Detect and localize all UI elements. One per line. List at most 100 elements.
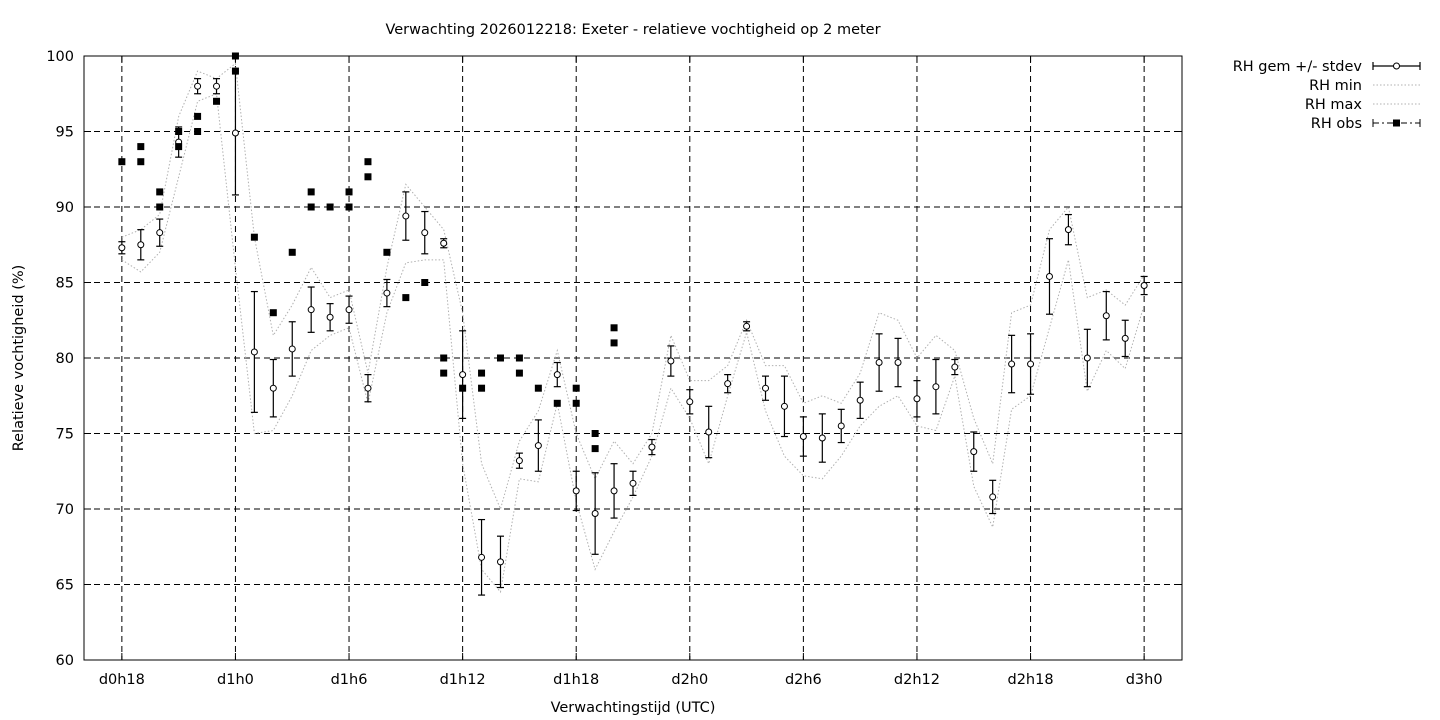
rh-mean-point (667, 345, 675, 377)
obs-marker (610, 324, 618, 332)
rh-mean-point (894, 337, 902, 388)
mean-marker (156, 229, 164, 237)
mean-marker (269, 384, 277, 392)
obs-marker (213, 97, 221, 105)
rh-mean-point (591, 472, 599, 555)
mean-marker (421, 229, 429, 237)
obs-marker (307, 188, 315, 196)
rh-mean-point (610, 463, 618, 519)
obs-marker (194, 112, 202, 120)
y-tick-label: 100 (46, 49, 74, 65)
mean-marker (1102, 312, 1110, 320)
rh-mean-point (1045, 238, 1053, 315)
rh-mean-point (137, 229, 145, 261)
x-tick-label: d2h18 (1008, 672, 1054, 688)
obs-marker (402, 294, 410, 302)
mean-marker (591, 510, 599, 518)
obs-marker (364, 158, 372, 166)
mean-marker (250, 348, 258, 356)
y-tick-label: 65 (56, 578, 74, 594)
x-tick-label: d1h12 (440, 672, 486, 688)
obs-marker (421, 279, 429, 286)
rh-mean-point (478, 518, 486, 596)
mean-marker (951, 363, 959, 371)
chart-title: Verwachting 2026012218: Exeter - relatie… (385, 22, 880, 38)
rh-mean-point (269, 358, 277, 418)
obs-marker (137, 158, 145, 166)
rh-mean-point (553, 361, 561, 388)
obs-marker (288, 248, 296, 256)
obs-marker (118, 158, 126, 166)
rh-mean-point (250, 290, 258, 413)
grid-lines (84, 56, 1182, 660)
rh-mean-point (572, 470, 580, 512)
rh-mean-point (1064, 213, 1072, 246)
obs-marker (496, 354, 504, 362)
y-tick-label: 75 (56, 427, 74, 443)
rh-mean-errorbars (118, 70, 1148, 596)
obs-marker (269, 309, 277, 317)
mean-marker (118, 244, 126, 252)
rh-mean-point (743, 321, 751, 332)
mean-marker (1045, 272, 1053, 280)
rh-mean-point (459, 330, 467, 419)
mean-marker (440, 239, 448, 247)
rh-mean-point (326, 303, 334, 332)
mean-marker (1008, 360, 1016, 368)
mean-marker (667, 357, 675, 365)
obs-marker (345, 188, 353, 196)
obs-marker (591, 430, 599, 437)
rh-mean-point (837, 408, 845, 444)
obs-marker (478, 384, 486, 392)
mean-marker (383, 289, 391, 297)
obs-marker (364, 173, 372, 181)
axis-ticks: d0h18 d1h0 d1h6 d1h12 d1h18 d2h0 d2h6 d2h12 d2h1… (46, 49, 1182, 688)
mean-marker (743, 322, 751, 330)
y-tick-label: 60 (56, 653, 74, 669)
x-tick-label: d2h0 (671, 672, 708, 688)
obs-marker (440, 354, 448, 362)
rh-mean-point (913, 380, 921, 418)
rh-min-line (121, 93, 1145, 594)
mean-marker (1083, 354, 1091, 362)
mean-marker (478, 553, 486, 561)
rh-mean-point (402, 191, 410, 241)
mean-marker (307, 306, 315, 314)
obs-marker (345, 203, 353, 211)
obs-marker (534, 384, 542, 392)
rh-mean-point (440, 238, 448, 249)
mean-marker (1064, 226, 1072, 234)
rh-observations (118, 52, 618, 453)
rh-mean-point (970, 431, 978, 472)
mean-marker (515, 457, 523, 465)
rh-max-line (121, 62, 1145, 511)
mean-marker (762, 384, 770, 392)
mean-marker (1140, 282, 1148, 290)
obs-marker (383, 248, 391, 256)
rh-mean-point (780, 375, 788, 438)
rh-mean-point (1027, 333, 1035, 395)
rh-mean-point (383, 278, 391, 308)
x-tick-label: d2h12 (894, 672, 940, 688)
obs-marker (231, 52, 239, 60)
mean-marker (459, 371, 467, 379)
legend-label: RH min (1309, 78, 1362, 94)
mean-marker (705, 428, 713, 436)
legend-label: RH max (1305, 97, 1363, 113)
mean-marker (572, 487, 580, 495)
mean-marker (213, 82, 221, 90)
obs-marker (553, 399, 561, 407)
obs-marker (610, 339, 618, 347)
rh-min-max-band (121, 62, 1145, 594)
x-tick-label: d2h6 (785, 672, 822, 688)
y-axis-label: Relatieve vochtigheid (%) (11, 265, 27, 452)
obs-marker (231, 67, 239, 75)
rh-mean-point (156, 218, 164, 247)
obs-marker (591, 445, 599, 453)
rh-mean-point (515, 452, 523, 469)
y-tick-label: 90 (56, 200, 74, 216)
x-tick-label: d1h18 (553, 672, 599, 688)
rh-mean-point (932, 358, 940, 415)
y-tick-label: 85 (56, 276, 74, 292)
